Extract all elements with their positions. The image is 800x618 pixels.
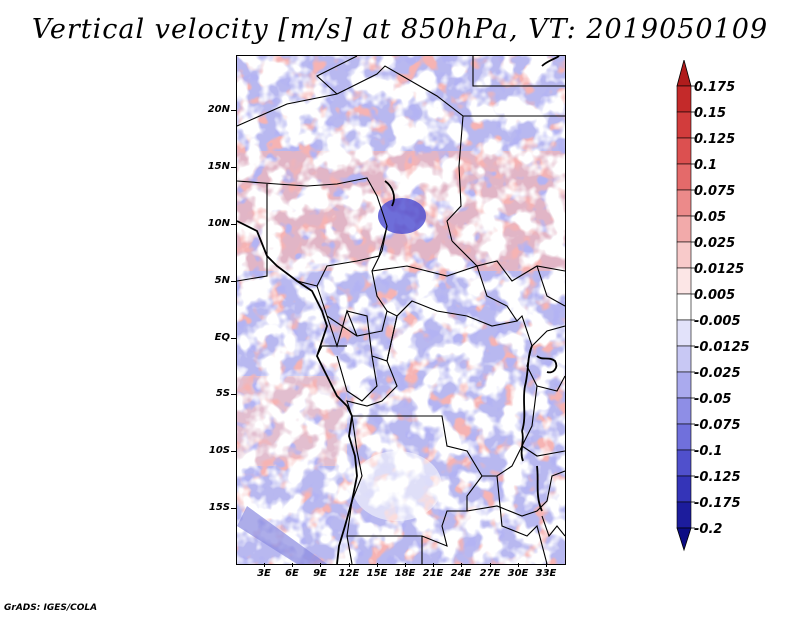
lon-tick: [405, 563, 406, 567]
colorbar-segment: [676, 501, 692, 529]
lon-label: 3E: [257, 568, 271, 579]
colorbar-segment: [676, 345, 692, 373]
colorbar-label: 0.175: [694, 80, 736, 95]
colorbar-label: 0.1: [694, 158, 718, 173]
colorbar-label: -0.125: [694, 470, 741, 485]
colorbar-segment: [676, 319, 692, 347]
lon-tick: [433, 563, 434, 567]
lat-tick: [231, 451, 236, 452]
colorbar-segment: [676, 163, 692, 191]
lon-tick: [320, 563, 321, 567]
colorbar-segment: [676, 423, 692, 451]
lat-label: 10S: [208, 445, 230, 456]
colorbar-label: 0.125: [694, 132, 736, 147]
lon-tick: [490, 563, 491, 567]
lat-tick: [231, 338, 236, 339]
lat-label: 15S: [208, 502, 230, 513]
colorbar-label: -0.005: [694, 314, 741, 329]
colorbar-label: -0.025: [694, 366, 741, 381]
lat-label: EQ: [214, 332, 230, 343]
colorbar-top-arrow: [676, 60, 692, 87]
lat-label: 5N: [214, 275, 230, 286]
lat-tick: [231, 508, 236, 509]
lon-tick: [461, 563, 462, 567]
lon-label: 30E: [507, 568, 529, 579]
lon-tick: [292, 563, 293, 567]
lat-label: 5S: [215, 388, 230, 399]
colorbar-label: -0.2: [694, 522, 723, 537]
lat-label: 10N: [207, 218, 230, 229]
colorbar-segment: [676, 397, 692, 425]
lon-label: 9E: [313, 568, 327, 579]
colorbar-label: 0.05: [694, 210, 727, 225]
colorbar-label: 0.15: [694, 106, 727, 121]
lon-label: 24E: [450, 568, 472, 579]
colorbar-label: 0.025: [694, 236, 736, 251]
colorbar-segment: [676, 371, 692, 399]
lat-label: 15N: [207, 161, 230, 172]
colorbar-segment: [676, 293, 692, 321]
lon-tick: [349, 563, 350, 567]
lon-label: 27E: [479, 568, 501, 579]
lon-label: 6E: [285, 568, 299, 579]
colorbar-segment: [676, 111, 692, 139]
lon-label: 18E: [394, 568, 416, 579]
lon-label: 12E: [338, 568, 360, 579]
colorbar-label: 0.0125: [694, 262, 745, 277]
colorbar-label: -0.0125: [694, 340, 750, 355]
velocity-map: [236, 55, 566, 565]
lon-tick: [546, 563, 547, 567]
colorbar-segment: [676, 449, 692, 477]
lat-label: 20N: [207, 104, 230, 115]
lon-label: 15E: [366, 568, 388, 579]
lat-tick: [231, 110, 236, 111]
colorbar-label: -0.1: [694, 444, 723, 459]
colorbar-segment: [676, 85, 692, 113]
lon-tick: [518, 563, 519, 567]
colorbar-label: -0.075: [694, 418, 741, 433]
grads-credit: GrADS: IGES/COLA: [4, 603, 98, 613]
colorbar-label: -0.05: [694, 392, 732, 407]
colorbar-bottom-arrow: [676, 527, 692, 552]
lat-tick: [231, 224, 236, 225]
lat-tick: [231, 394, 236, 395]
colorbar-segment: [676, 189, 692, 217]
lon-label: 21E: [422, 568, 444, 579]
velocity-field: [237, 56, 565, 564]
map-title: Vertical velocity [m/s] at 850hPa, VT: 2…: [31, 14, 769, 45]
colorbar-segment: [676, 475, 692, 503]
lon-tick: [264, 563, 265, 567]
colorbar-segment: [676, 241, 692, 269]
colorbar-label: 0.005: [694, 288, 736, 303]
colorbar-segment: [676, 267, 692, 295]
colorbar-label: 0.075: [694, 184, 736, 199]
lon-label: 33E: [535, 568, 557, 579]
colorbar: [676, 60, 695, 552]
lon-tick: [377, 563, 378, 567]
colorbar-segment: [676, 215, 692, 243]
lat-tick: [231, 281, 236, 282]
colorbar-label: -0.175: [694, 496, 741, 511]
colorbar-segment: [676, 137, 692, 165]
lat-tick: [231, 167, 236, 168]
